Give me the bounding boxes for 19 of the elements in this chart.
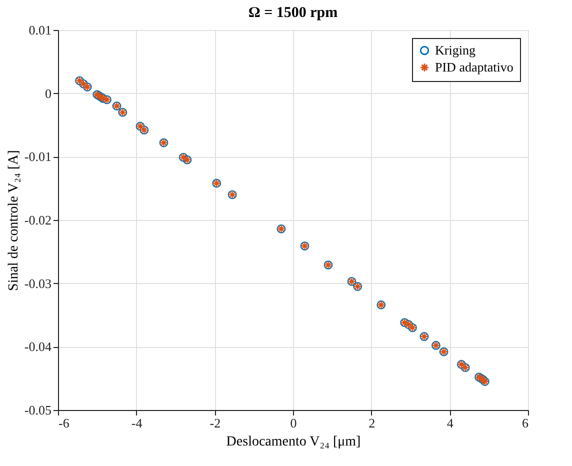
x-tick-label: -6	[58, 416, 70, 430]
chart-title: Ω = 1500 rpm	[248, 5, 338, 21]
legend-label: Kriging	[435, 42, 476, 58]
y-tick-label: -0.04	[24, 339, 52, 354]
x-tick-label: 6	[522, 416, 529, 430]
y-tick-label: -0.05	[24, 402, 52, 418]
x-axis-title: Deslocamento V₂₄ [μm]	[226, 434, 361, 450]
x-tick-label: 4	[446, 416, 454, 430]
y-tick-label: -0.02	[24, 212, 52, 228]
y-tick-label: 0	[45, 86, 52, 101]
x-tick-label: -2	[210, 416, 221, 430]
x-tick-label: -4	[131, 416, 143, 430]
legend-label: PID adaptativo	[435, 60, 514, 74]
x-tick-label: 2	[368, 416, 376, 430]
y-tick-label: -0.01	[24, 149, 52, 164]
y-tick-label: 0.01	[28, 22, 52, 38]
y-tick-label: -0.03	[24, 276, 52, 291]
x-tick-label: 0	[290, 416, 297, 430]
y-axis-title: Sinal de controle V₂₄ [A]	[6, 150, 22, 291]
